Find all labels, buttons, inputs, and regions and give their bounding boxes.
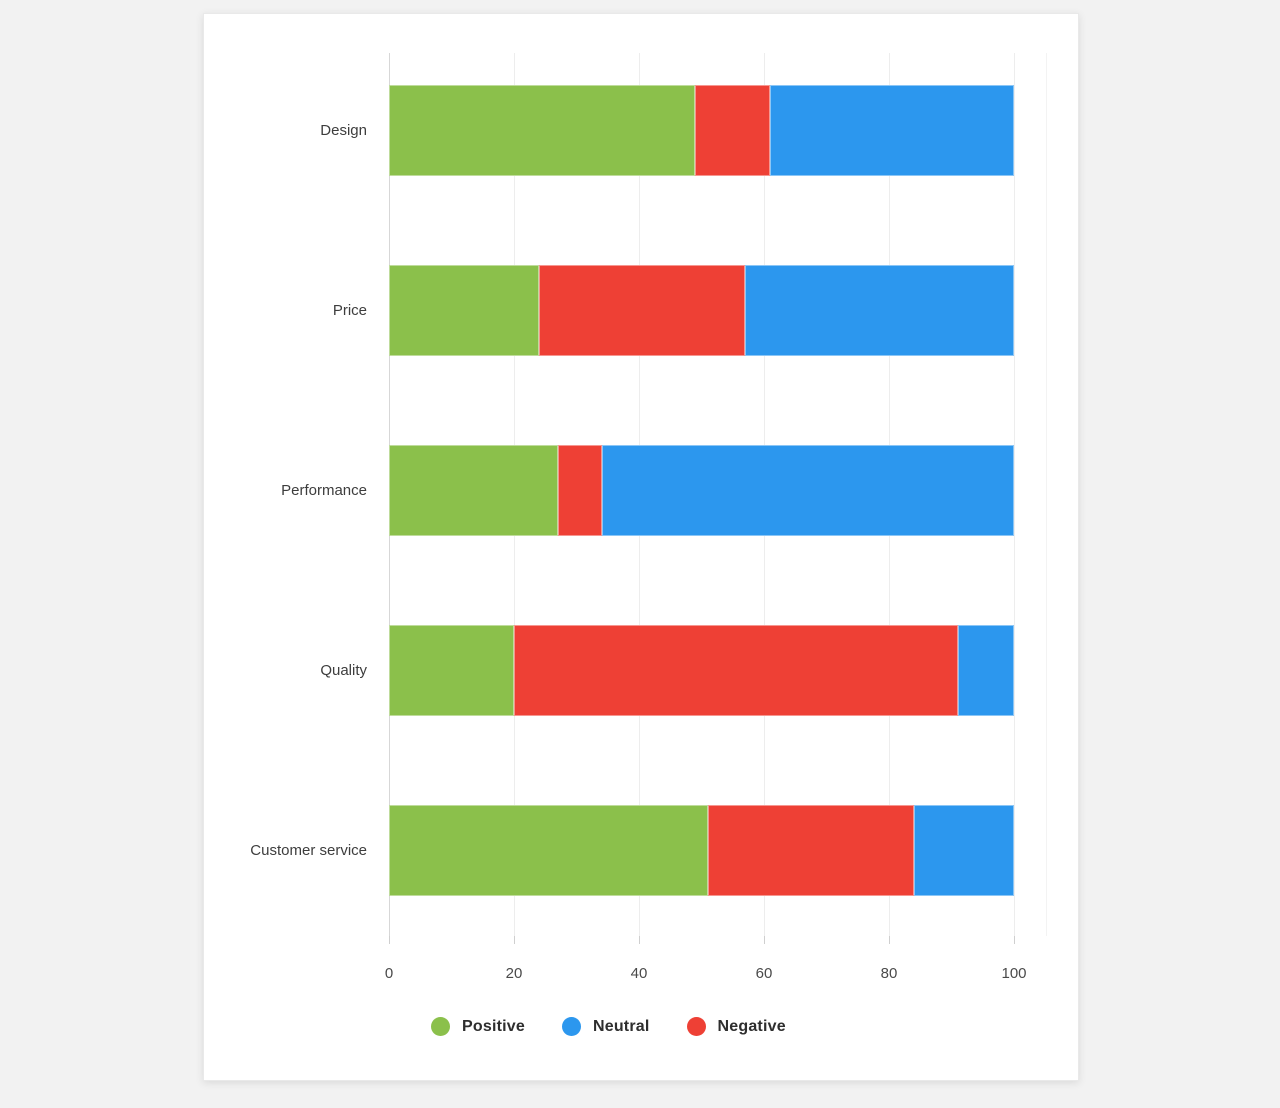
legend-item-negative[interactable]: Negative <box>686 1017 786 1036</box>
tick-mark-x-0 <box>389 936 390 944</box>
tick-mark-x-60 <box>764 936 765 944</box>
category-label-performance: Performance <box>281 482 367 499</box>
category-label-customer-service: Customer service <box>250 842 367 859</box>
segment-positive-price[interactable] <box>389 265 539 356</box>
segment-negative-customer-service[interactable] <box>707 805 914 896</box>
x-tick-label-40: 40 <box>630 965 648 982</box>
stacked-bar-chart: Design Price Performance Quality Customer se… <box>204 14 1078 1080</box>
legend-label-positive: Positive <box>462 1017 525 1035</box>
bar-price <box>389 265 1014 356</box>
tick-mark-x-100 <box>1014 936 1015 944</box>
tick-mark-x-40 <box>639 936 640 944</box>
legend-item-neutral[interactable]: Neutral <box>561 1017 650 1036</box>
legend-label-negative: Negative <box>717 1017 786 1035</box>
category-label-quality: Quality <box>320 662 367 679</box>
bar-quality <box>389 625 1014 716</box>
segment-neutral-customer-service[interactable] <box>914 805 1014 896</box>
x-tick-label-80: 80 <box>880 965 898 982</box>
x-tick-label-100: 100 <box>1001 965 1027 982</box>
tick-mark-x-20 <box>514 936 515 944</box>
segment-positive-design[interactable] <box>389 85 696 176</box>
bar-design <box>389 85 1014 176</box>
legend: Positive Neutral Negative <box>431 1017 786 1036</box>
legend-item-positive[interactable]: Positive <box>431 1017 525 1036</box>
segment-positive-customer-service[interactable] <box>389 805 708 896</box>
category-label-price: Price <box>332 302 367 319</box>
bar-customer-service <box>389 805 1014 896</box>
bar-performance <box>389 445 1014 536</box>
segment-negative-performance[interactable] <box>557 445 602 536</box>
tick-mark-x-80 <box>889 936 890 944</box>
segment-negative-design[interactable] <box>695 85 771 176</box>
segment-positive-quality[interactable] <box>389 625 514 716</box>
gridline-x-100 <box>1014 53 1015 936</box>
segment-neutral-performance[interactable] <box>601 445 1014 536</box>
segment-neutral-price[interactable] <box>745 265 1014 356</box>
x-tick-label-60: 60 <box>755 965 773 982</box>
segment-positive-performance[interactable] <box>389 445 558 536</box>
category-label-design: Design <box>320 122 367 139</box>
plot-area <box>389 53 1047 936</box>
legend-label-neutral: Neutral <box>592 1017 650 1035</box>
plot-right-border <box>1046 53 1047 936</box>
segment-negative-quality[interactable] <box>514 625 958 716</box>
segment-negative-price[interactable] <box>539 265 746 356</box>
chart-card: Design Price Performance Quality Customer se… <box>203 13 1079 1081</box>
segment-neutral-quality[interactable] <box>957 625 1014 716</box>
x-tick-label-0: 0 <box>384 965 394 982</box>
segment-neutral-design[interactable] <box>770 85 1014 176</box>
legend-swatch-negative <box>686 1017 706 1036</box>
legend-swatch-neutral <box>561 1017 581 1036</box>
x-tick-label-20: 20 <box>505 965 523 982</box>
legend-swatch-positive <box>431 1017 450 1036</box>
